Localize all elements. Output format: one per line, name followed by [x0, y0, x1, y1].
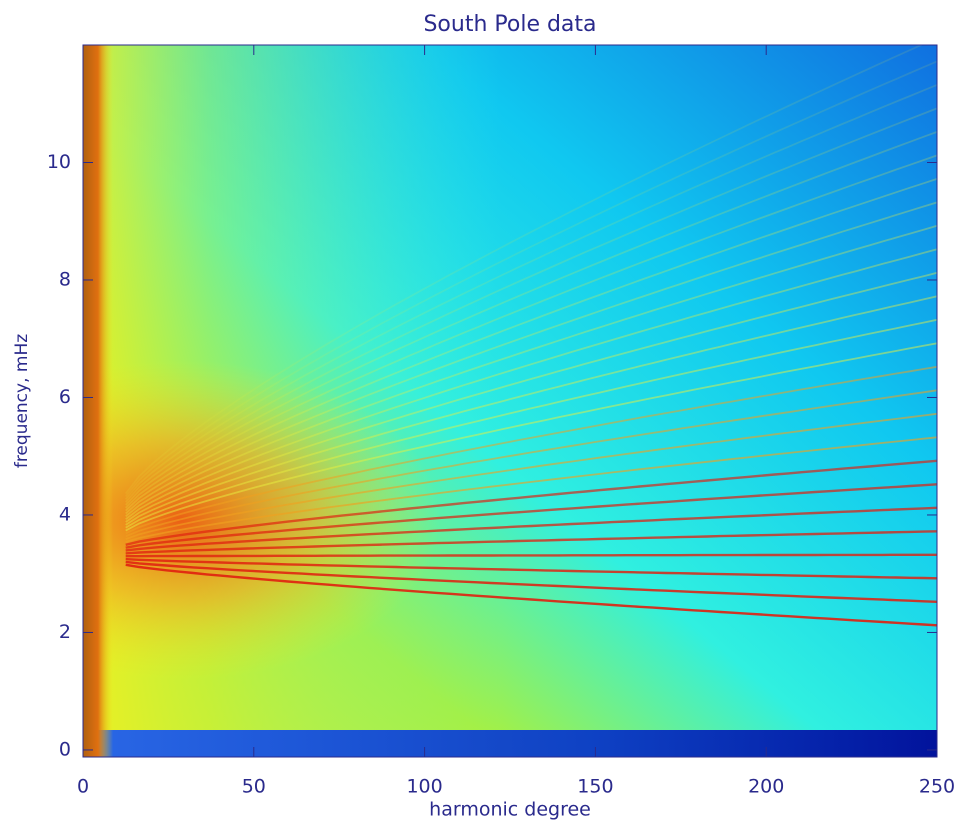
plot-frame — [82, 44, 938, 758]
ridge — [125, 459, 937, 546]
ridge — [125, 389, 937, 538]
ridge — [125, 248, 937, 520]
ridge — [125, 342, 937, 532]
ridge — [125, 84, 937, 500]
ridge — [125, 553, 937, 558]
ridge — [125, 271, 937, 523]
ridge — [125, 201, 937, 515]
heatmap-image — [83, 45, 937, 757]
ridge — [125, 483, 937, 549]
ridge — [125, 178, 937, 512]
ridge — [125, 563, 937, 627]
ridge — [125, 318, 937, 529]
x-axis-label: harmonic degree — [429, 799, 591, 821]
x-tick-label: 200 — [748, 776, 784, 798]
x-tick-label: 250 — [919, 776, 955, 798]
ridge — [125, 60, 937, 497]
ridge — [125, 506, 937, 552]
chart-title: South Pole data — [423, 12, 596, 37]
y-tick-label: 2 — [59, 621, 71, 643]
ridge — [125, 557, 937, 580]
y-tick-label: 6 — [59, 386, 71, 408]
ridge — [125, 436, 937, 543]
ridge — [125, 530, 937, 555]
y-tick-label: 0 — [59, 738, 71, 760]
ridge — [124, 45, 924, 495]
ridge — [125, 131, 937, 506]
y-tick-label: 4 — [59, 503, 71, 525]
x-tick-label: 50 — [242, 776, 266, 798]
y-axis-label: frequency, mHz — [12, 334, 32, 468]
ridge — [125, 107, 937, 503]
x-tick-label: 150 — [577, 776, 613, 798]
ridge — [125, 154, 937, 509]
x-tick-label: 0 — [77, 776, 89, 798]
ridge — [125, 224, 937, 518]
ridge — [125, 560, 937, 603]
y-tick-label: 10 — [47, 151, 71, 173]
y-tick-label: 8 — [59, 268, 71, 290]
ridge — [125, 295, 937, 526]
ridge — [125, 412, 937, 540]
ridge — [125, 365, 937, 535]
x-tick-label: 100 — [406, 776, 442, 798]
